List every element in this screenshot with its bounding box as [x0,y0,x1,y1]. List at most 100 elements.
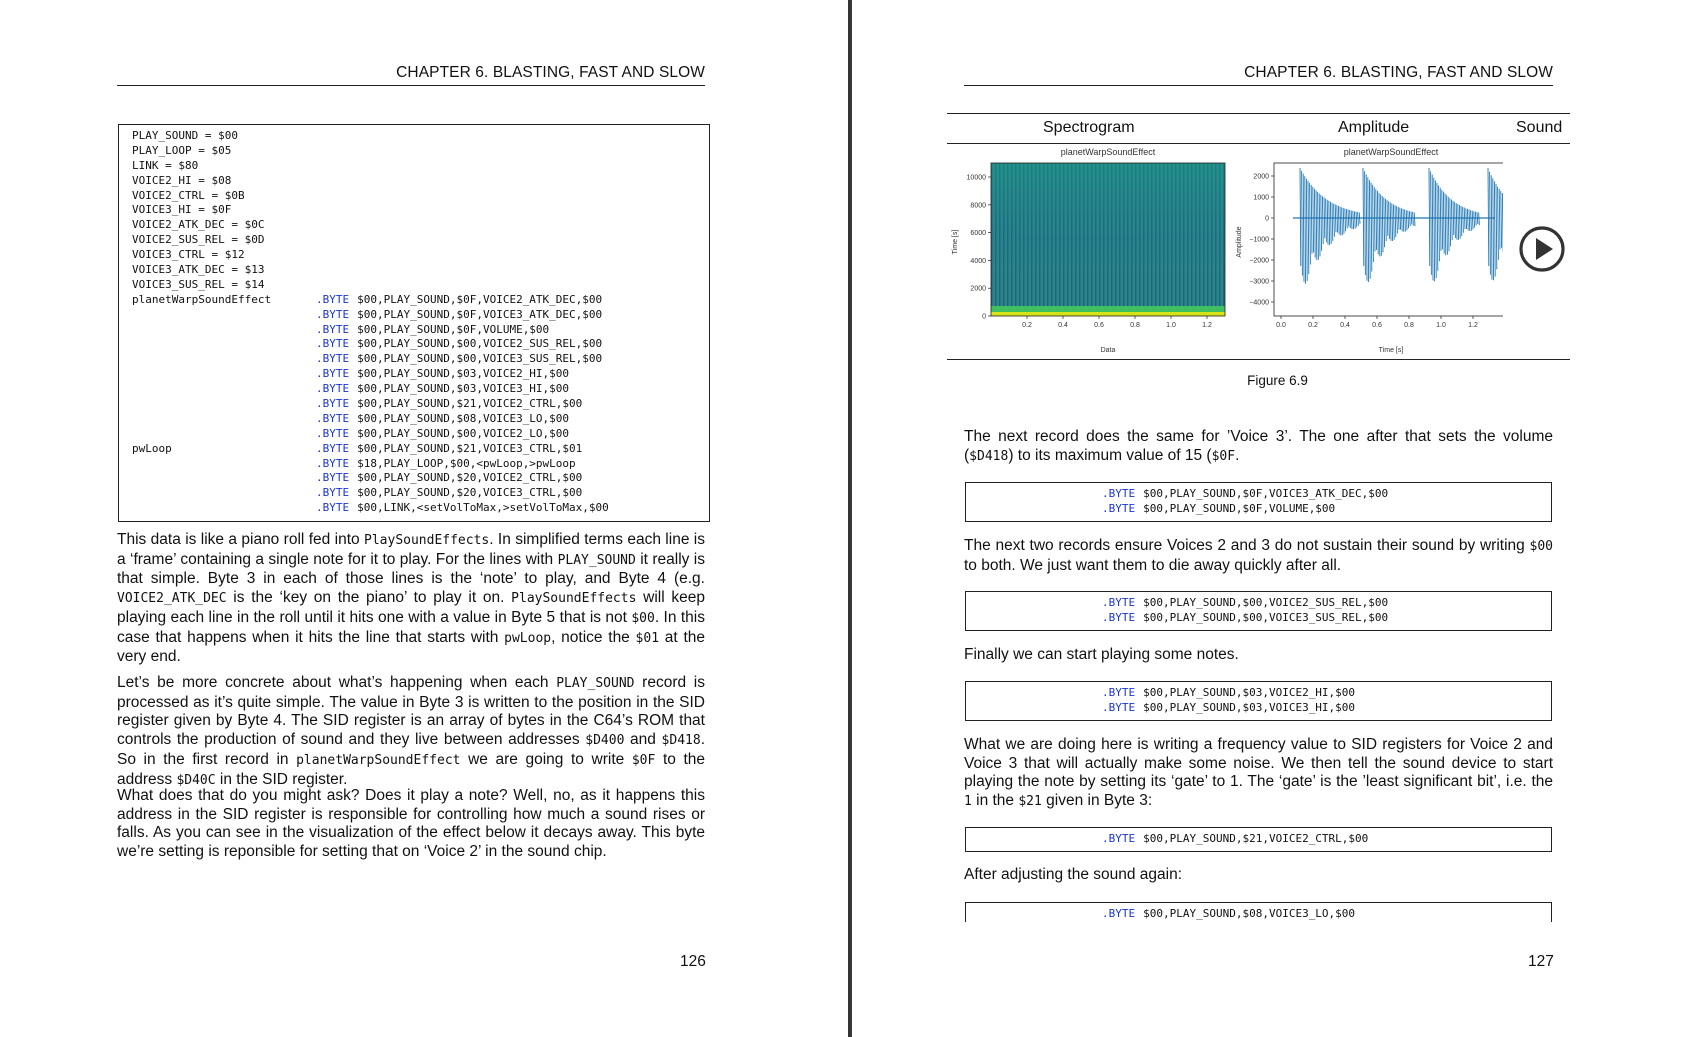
code-keyword: .BYTE [316,367,350,381]
code-snippet: .BYTE $00,PLAY_SOUND,$21,VOICE2_CTRL,$00 [965,827,1552,852]
paragraph: What does that do you might ask? Does it… [117,787,705,862]
code-line: .BYTE $00,PLAY_SOUND,$0F,VOLUME,$00 [1102,502,1551,517]
code-label [132,471,316,486]
text-run: What does that do you might ask? Does it… [117,787,705,861]
code-snippet: .BYTE $00,PLAY_SOUND,$00,VOICE2_SUS_REL,$… [965,591,1552,631]
code-listing: PLAY_SOUND = $00 PLAY_LOOP = $05 LINK = $8… [118,124,710,522]
code-keyword: .BYTE [316,456,350,470]
right-page: CHAPTER 6. BLASTING, FAST AND SLOW Spect… [852,0,1703,1037]
code-line: .BYTE $00,PLAY_SOUND,$0F,VOICE3_ATK_DEC,$… [1102,487,1551,502]
text-run: is the ‘key on the piano’ to play it on. [226,589,512,607]
figure-caption: Figure 6.9 [1247,373,1308,388]
column-header-spectrogram: Spectrogram [1043,119,1135,136]
code-keyword: .BYTE [1102,501,1136,515]
code-args: $00,PLAY_SOUND,$00,VOICE3_SUS_REL,$00 [357,352,603,366]
spectrogram-ytick: 4000 [970,258,986,265]
code-line: .BYTE $18,PLAY_LOOP,$00,<pwLoop,>pwLoop [132,457,709,472]
code-keyword: .BYTE [316,501,350,515]
amplitude-ytick: 0 [1265,216,1269,223]
inline-code: PlaySoundEffects [511,591,637,607]
text-run: to both. We just want them to die away q… [964,556,1342,574]
inline-code: $0F [1211,448,1236,464]
text-run: What we are doing here is writing a freq… [964,736,1553,791]
paragraph: Finally we can start playing some notes. [964,646,1553,665]
amplitude-ytick: −3000 [1249,279,1269,286]
inline-code: 1 [964,794,972,810]
running-head: CHAPTER 6. BLASTING, FAST AND SLOW [117,64,705,86]
code-label [132,457,316,472]
code-line: .BYTE $00,PLAY_SOUND,$00,VOICE2_SUS_REL,$… [132,337,709,352]
code-keyword: .BYTE [1102,686,1136,699]
code-line: PLAY_SOUND = $00 [132,129,709,144]
code-args: $00,PLAY_SOUND,$21,VOICE2_CTRL,$00 [357,397,583,411]
figure-table: Spectrogram Amplitude Sound planetWarpSo… [947,113,1570,360]
code-line: planetWarpSoundEffect .BYTE $00,PLAY_SOUND… [132,293,709,308]
spectrogram-ytick: 8000 [970,202,986,209]
inline-code: $00 [631,610,655,626]
inline-code: PLAY_SOUND [557,552,636,568]
code-keyword: .BYTE [1102,700,1136,714]
code-line: .BYTE $00,PLAY_SOUND,$21,VOICE2_CTRL,$00 [132,397,709,412]
text-run: we are going to write [460,750,632,768]
code-label: LINK = $80 [132,158,199,172]
code-snippet: .BYTE $00,PLAY_SOUND,$0F,VOICE3_ATK_DEC,$… [965,482,1552,522]
code-args: $00,PLAY_SOUND,$08,VOICE3_LO,$00 [357,411,570,425]
inline-code: $21 [1018,794,1042,810]
paragraph: This data is like a piano roll fed into … [117,531,705,667]
text-run: . [1235,446,1240,464]
amplitude-xtick: 0.8 [1404,322,1414,329]
code-label: VOICE3_HI = $0F [132,203,232,217]
text-run: Let’s be more concrete about what’s happ… [117,674,557,691]
code-line: .BYTE $00,PLAY_SOUND,$03,VOICE2_HI,$00 [132,367,709,382]
inline-code: $D400 [585,733,625,749]
left-page: CHAPTER 6. BLASTING, FAST AND SLOW PLAY_… [0,0,850,1037]
code-line: .BYTE $00,PLAY_SOUND,$03,VOICE2_HI,$00 [1102,686,1551,701]
figure-header-row: Spectrogram Amplitude Sound [947,114,1570,144]
code-args: $00,PLAY_SOUND,$00,VOICE2_LO,$00 [357,426,570,440]
code-snippet: .BYTE $00,PLAY_SOUND,$03,VOICE2_HI,$00 .BY… [965,681,1552,721]
text-run: will keep playing each line in the roll … [117,589,706,626]
code-label: VOICE3_SUS_REL = $14 [132,277,265,291]
code-args: $00,PLAY_SOUND,$00,VOICE3_SUS_REL,$00 [1143,610,1389,624]
code-args: $00,PLAY_SOUND,$0F,VOLUME,$00 [1143,501,1336,515]
text-run: The next record does the same for ’Voice… [964,428,1553,464]
amplitude-plot: planetWarpSoundEffect 2000 1000 0 −1000 −200… [1236,147,1503,354]
code-keyword: .BYTE [316,307,350,321]
code-label [132,501,316,516]
spectrogram-ytick: 6000 [970,230,986,237]
code-keyword: .BYTE [316,471,350,485]
code-keyword: .BYTE [1102,907,1136,920]
amplitude-ytick: 1000 [1253,195,1269,202]
code-line: .BYTE $00,PLAY_SOUND,$00,VOICE2_LO,$00 [132,427,709,442]
text-run: at the very end. [117,628,705,666]
amplitude-ylabel: Amplitude [1236,226,1243,257]
text-run: ) to its maximum value of 15 ( [1008,446,1212,464]
play-icon[interactable] [1518,225,1566,273]
text-run: After adjusting the sound again: [964,866,1183,883]
code-keyword: .BYTE [1102,487,1136,500]
code-args: $00,PLAY_SOUND,$08,VOICE3_LO,$00 [1143,907,1356,920]
page-number: 127 [1528,953,1554,970]
spectrogram-xtick: 0.8 [1130,322,1140,329]
code-label: PLAY_SOUND = $00 [132,129,238,142]
code-label [132,323,316,338]
spectrogram-ytick: 2000 [970,286,986,293]
text-run: given in Byte 3: [1041,792,1153,810]
code-label [132,397,316,412]
code-keyword: .BYTE [1102,832,1136,845]
inline-code: $D40C [176,772,216,788]
amplitude-ytick: −4000 [1249,300,1269,307]
column-header-sound: Sound [1516,119,1563,136]
code-line: PLAY_LOOP = $05 [132,144,709,159]
paragraph: The next two records ensure Voices 2 and… [964,537,1553,575]
paragraph: Let’s be more concrete about what’s happ… [117,674,705,790]
code-label [132,486,316,501]
code-args: $00,PLAY_SOUND,$20,VOICE3_CTRL,$00 [357,486,583,500]
spectrogram-xtick: 1.2 [1202,322,1212,329]
text-run: to the address [117,750,706,788]
code-keyword: .BYTE [316,292,350,306]
text-run: in the SID register. [215,770,348,788]
code-line: .BYTE $00,PLAY_SOUND,$21,VOICE2_CTRL,$00 [1102,832,1551,847]
amplitude-xtick: 0.0 [1276,322,1286,329]
code-line: VOICE3_HI = $0F [132,203,709,218]
